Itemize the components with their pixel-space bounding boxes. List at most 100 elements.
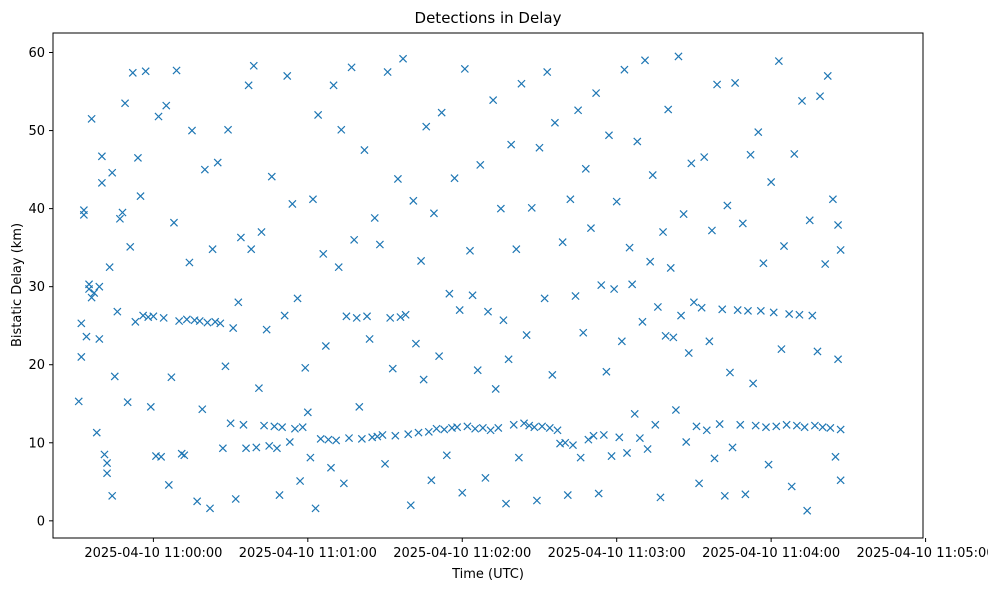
data-point [321,341,330,351]
data-point [334,263,343,272]
data-point [149,312,158,321]
data-point [507,140,516,149]
data-point [550,118,559,127]
data-point [378,430,387,439]
data-point [404,430,413,439]
x-tick-label: 2025-04-10 11:03:00 [548,546,686,561]
data-point [383,68,392,77]
data-point [229,324,238,333]
data-point [296,476,305,486]
data-point [808,311,817,320]
data-point [399,54,408,63]
data-point [790,149,799,159]
data-point [707,226,716,235]
data-point [640,56,650,65]
y-axis: 0 10 20 30 40 50 60 [28,46,53,529]
data-point [592,89,601,98]
data-point [548,370,557,379]
data-point [756,306,765,315]
data-point [684,348,693,358]
data-point [779,242,789,251]
data-point [666,263,675,272]
data-point [777,345,786,354]
data-point [607,452,616,461]
data-point [695,479,704,488]
data-point [661,331,670,340]
data-point [422,122,431,131]
data-point [481,473,490,482]
data-point [87,293,96,302]
y-axis-label: Bistatic Delay (km) [10,223,25,347]
data-point [489,96,498,105]
data-point [576,453,585,462]
data-point [131,317,140,326]
data-point [139,311,148,320]
data-point [242,444,251,453]
data-point [728,443,737,452]
x-tick-label: 2025-04-10 11:00:00 [84,546,222,561]
data-point [311,504,320,513]
data-point [126,242,135,251]
data-point [468,291,477,300]
data-point [136,192,145,201]
data-point [172,66,181,75]
data-point [208,245,217,254]
data-point [262,325,271,334]
data-point [535,143,544,152]
data-point [785,309,794,319]
data-point [362,312,372,321]
data-point [772,422,781,431]
data-point [818,423,827,432]
data-point [615,433,624,442]
data-point [352,313,361,322]
data-point [357,434,366,443]
data-point [167,373,176,382]
data-point [319,249,328,258]
data-point [597,281,606,290]
data-point [653,302,662,311]
data-point [432,424,441,433]
data-point [205,504,215,513]
data-point [105,263,114,272]
data-point [620,65,629,74]
data-point [520,419,529,428]
data-point [759,259,768,268]
data-point [599,430,608,439]
data-point [460,64,469,73]
data-point [525,421,534,430]
data-point [249,61,258,70]
data-point [604,131,614,140]
data-point [445,289,454,298]
y-tick-label: 40 [28,202,45,217]
data-point [393,174,402,183]
data-point [97,178,106,187]
data-point [746,150,755,159]
data-point [581,164,590,173]
y-tick-label: 30 [28,280,45,295]
data-point [720,491,729,500]
data-point [275,491,284,500]
data-point [816,92,825,101]
data-point [110,372,119,381]
data-point [87,114,96,123]
data-point [177,449,186,458]
data-point [769,308,778,317]
data-point [571,292,580,301]
data-point [164,480,173,489]
data-point [543,68,552,77]
data-point [339,479,348,488]
data-point [406,501,415,510]
data-point [280,311,289,320]
data-point [157,452,166,461]
data-point [803,506,812,515]
data-point [628,280,637,289]
data-point [558,238,567,247]
data-point [834,355,843,364]
y-tick-label: 20 [28,358,45,373]
data-point [95,334,104,343]
data-point [154,112,163,121]
data-point [723,201,732,210]
data-point [764,460,773,469]
data-point [306,453,315,462]
data-point [141,67,150,76]
